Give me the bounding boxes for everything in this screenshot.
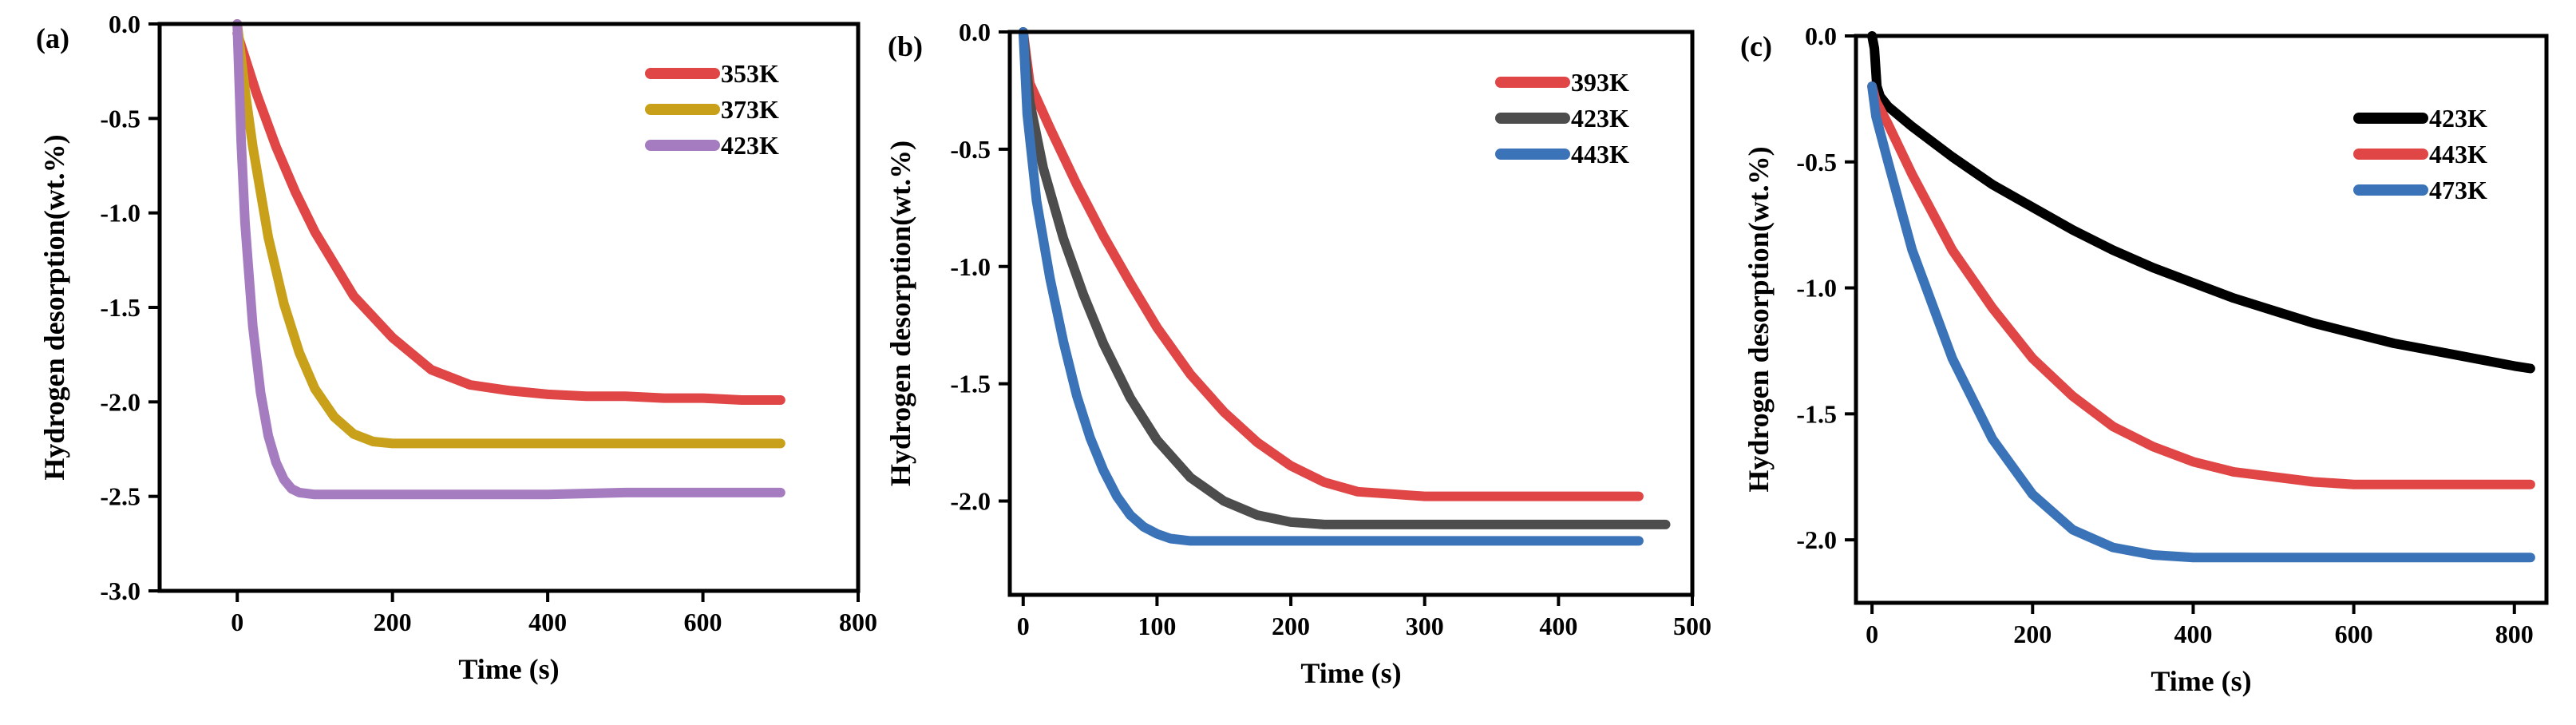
x-axis-title: Time (s) (458, 653, 559, 685)
series-line-443k (1867, 81, 2535, 489)
y-tick-label: -3.0 (100, 576, 140, 605)
legend-label: 423K (1571, 104, 1629, 133)
plot-frame (1854, 34, 2549, 605)
panel-a: 0 200 400 600 800 0.0 -0.5 -1.0 -1.5 -2.0 -2.5 -3.0… (36, 10, 877, 685)
x-tick-label: 800 (839, 608, 877, 636)
y-tick-label: -0.5 (950, 135, 991, 164)
legend-label: 373K (721, 95, 779, 124)
y-axis-title: Hydrogen desorption(wt.%) (38, 134, 70, 480)
x-tick-label: 0 (231, 608, 243, 636)
series-line-353k (232, 28, 785, 405)
x-tick-label: 400 (2174, 620, 2212, 648)
legend-label: 423K (721, 131, 779, 160)
y-tick-label: -0.5 (100, 104, 140, 133)
y-tick-label: -1.5 (950, 370, 991, 398)
panel-label: (a) (36, 22, 69, 54)
series-line-373k (232, 19, 785, 449)
x-tick-label: 100 (1138, 612, 1176, 640)
x-tick-label: 300 (1406, 612, 1444, 640)
y-tick-label: -2.5 (100, 482, 140, 511)
y-axis-title: Hydrogen desorption(wt.%) (1743, 146, 1775, 492)
y-tick-label: -1.0 (1796, 274, 1837, 303)
x-tick-label: 200 (374, 608, 412, 636)
legend-label: 473K (2429, 176, 2487, 204)
series-line-393k (1018, 27, 1644, 501)
series-line-473k (1867, 81, 2535, 563)
series-line-423k (232, 19, 785, 500)
legend-label: 423K (2429, 104, 2487, 133)
y-tick-label: -2.0 (950, 487, 991, 516)
series-line-423k (1018, 27, 1671, 529)
x-tick-label: 200 (1272, 612, 1310, 640)
x-axis-title: Time (s) (1300, 657, 1401, 689)
x-tick-label: 400 (1539, 612, 1577, 640)
x-tick-label: 0 (1017, 612, 1030, 640)
y-tick-label: -2.0 (1796, 525, 1837, 554)
y-tick-label: -1.0 (100, 199, 140, 228)
y-tick-label: -2.0 (100, 387, 140, 416)
panel-label: (b) (888, 30, 923, 62)
legend: 393K 423K 443K (1495, 68, 1629, 168)
legend-label: 353K (721, 59, 779, 88)
y-tick-label: 0.0 (109, 10, 140, 38)
x-tick-label: 200 (2013, 620, 2052, 648)
panel-b: 0 100 200 300 400 500 0.0 -0.5 -1.0 -1.5 -2.0 Time … (884, 18, 1711, 689)
x-axis-title: Time (s) (2151, 665, 2251, 697)
x-tick-label: 500 (1673, 612, 1711, 640)
x-tick-label: 600 (684, 608, 722, 636)
legend: 423K 443K 473K (2353, 104, 2487, 204)
x-tick-label: 800 (2495, 620, 2534, 648)
x-tick-label: 0 (1866, 620, 1878, 648)
y-tick-label: 0.0 (1805, 22, 1837, 50)
panel-label: (c) (1740, 30, 1772, 62)
y-tick-label: -1.5 (1796, 399, 1837, 428)
x-tick-label: 600 (2335, 620, 2373, 648)
legend-label: 393K (1571, 68, 1629, 97)
y-tick-label: -1.5 (100, 293, 140, 322)
series-line-423k (1867, 31, 2535, 374)
legend: 353K 373K 423K (645, 59, 779, 160)
legend-label: 443K (1571, 140, 1629, 168)
y-tick-label: -0.5 (1796, 148, 1837, 176)
plot-frame (1007, 30, 1695, 597)
y-axis-title: Hydrogen desorption(wt.%) (884, 141, 916, 486)
legend-label: 443K (2429, 140, 2487, 168)
panel-c: 0 200 400 600 800 0.0 -0.5 -1.0 -1.5 -2.0 Time (s)… (1740, 22, 2549, 697)
y-tick-label: -1.0 (950, 252, 991, 281)
x-tick-label: 400 (528, 608, 567, 636)
series-line-443k (1018, 27, 1644, 546)
y-tick-label: 0.0 (959, 18, 991, 46)
